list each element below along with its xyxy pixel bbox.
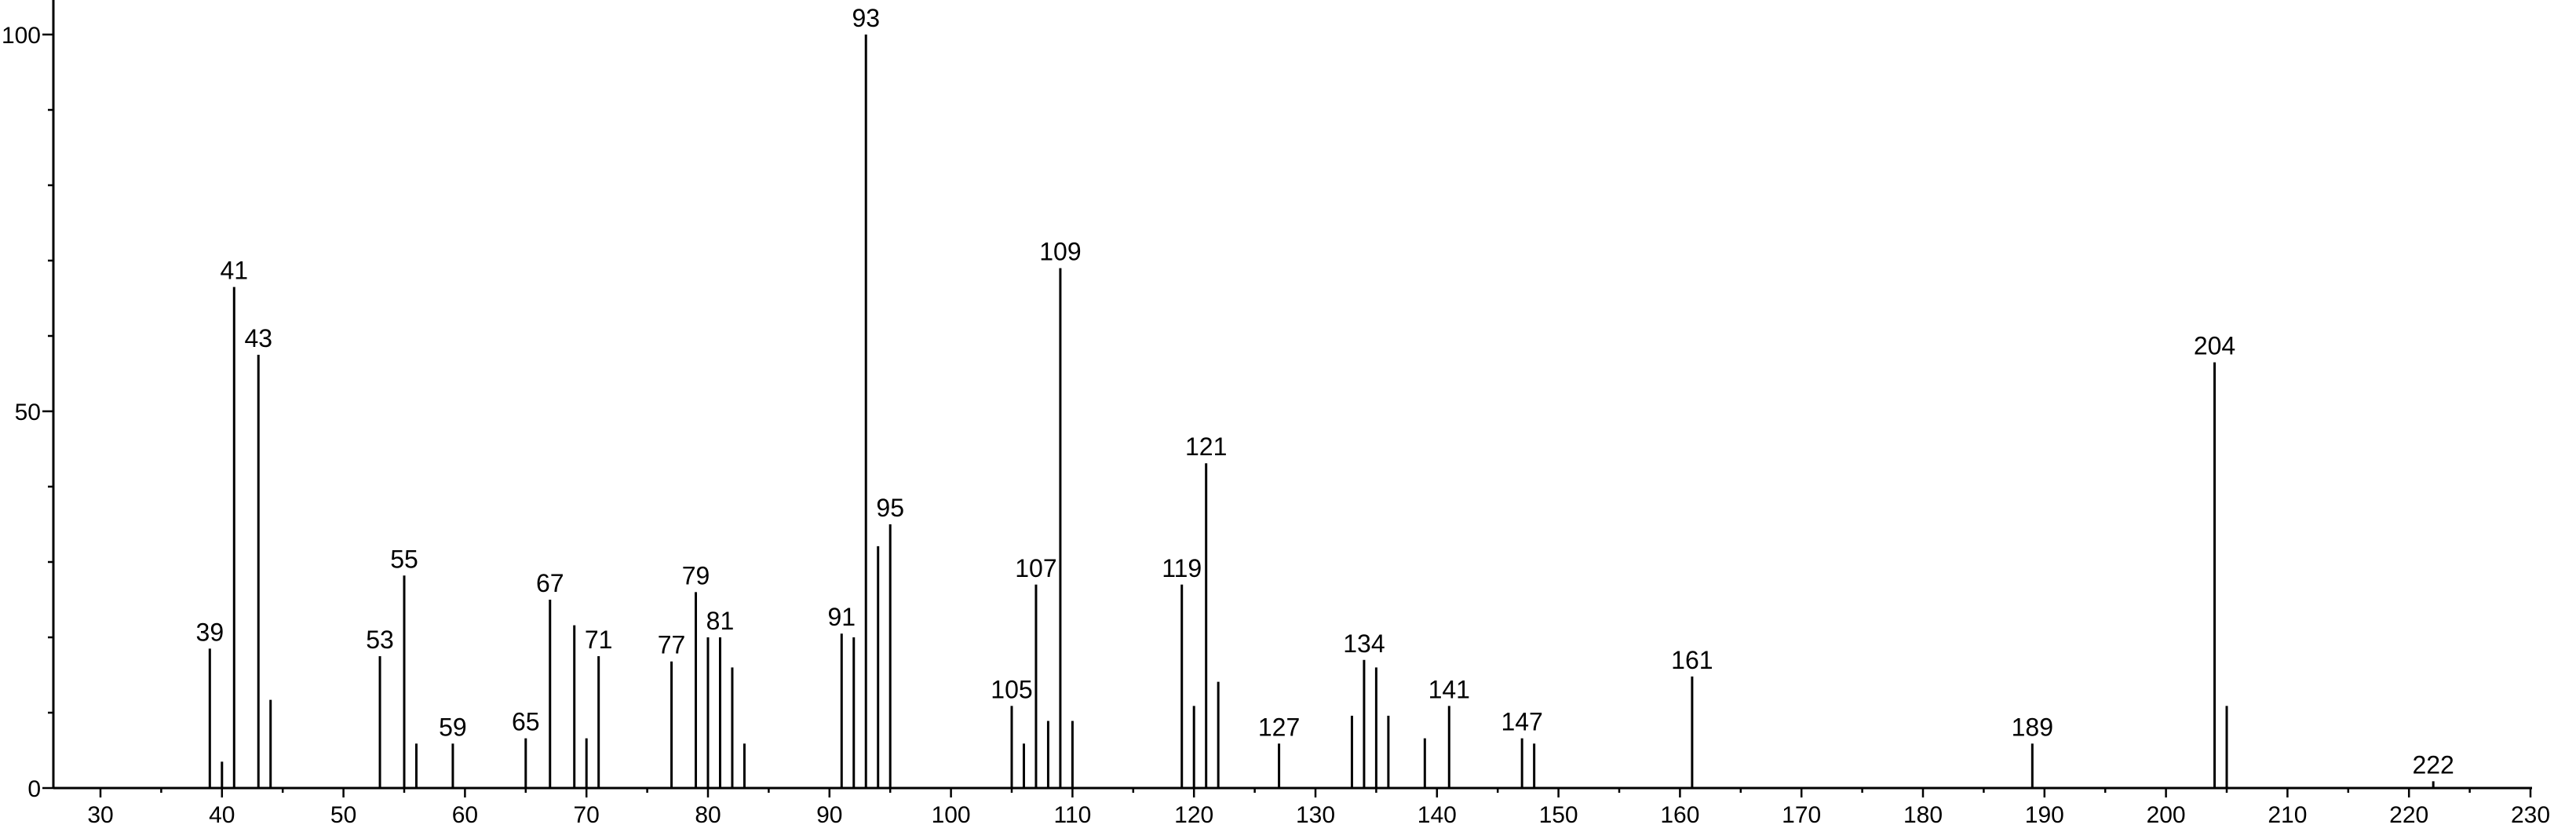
x-tick-label: 30 (87, 802, 113, 828)
peak-label: 59 (439, 713, 467, 741)
peak-label: 147 (1501, 708, 1542, 736)
y-tick-label: 100 (2, 23, 41, 49)
peak-label: 134 (1343, 629, 1385, 658)
x-tick-label: 150 (1539, 802, 1578, 828)
x-tick-label: 180 (1903, 802, 1943, 828)
x-tick-label: 170 (1782, 802, 1821, 828)
peak-label: 81 (706, 607, 735, 635)
peak-label: 222 (2412, 750, 2454, 779)
x-tick-label: 210 (2268, 802, 2307, 828)
peak-label: 119 (1162, 554, 1202, 582)
x-tick-label: 120 (1174, 802, 1213, 828)
peak-label: 79 (682, 561, 710, 589)
peak-label: 41 (220, 257, 248, 285)
y-axis: 0 50 100 (2, 0, 55, 802)
y-tick-label: 0 (27, 776, 41, 802)
x-tick-label: 220 (2389, 802, 2428, 828)
peak-label: 121 (1185, 432, 1227, 461)
peak-label: 77 (658, 631, 686, 659)
peak-label: 161 (1671, 646, 1713, 674)
x-tick-label: 190 (2025, 802, 2064, 828)
peak-label: 53 (366, 626, 394, 654)
peak-label: 39 (196, 618, 224, 646)
x-tick-label: 160 (1660, 802, 1699, 828)
peak-labels: 39 41 43 53 55 59 65 67 71 77 79 81 91 93 95 105 107 109 1… (196, 4, 2454, 779)
peak-label: 127 (1258, 713, 1300, 741)
x-tick-label: 230 (2511, 802, 2550, 828)
x-tick-label: 130 (1296, 802, 1335, 828)
peak-label: 141 (1428, 675, 1470, 703)
x-tick-label: 200 (2147, 802, 2186, 828)
x-axis: 30 40 50 60 70 80 90 100 110 120 130 140 150 160 170 18… (53, 786, 2550, 828)
x-tick-label: 60 (452, 802, 478, 828)
peak-label: 43 (244, 324, 272, 352)
peak-label: 107 (1015, 554, 1056, 582)
peak-label: 105 (991, 675, 1032, 703)
peak-label: 109 (1039, 238, 1081, 266)
x-tick-label: 50 (330, 802, 356, 828)
peak-label: 65 (512, 708, 540, 736)
x-tick-label: 80 (695, 802, 721, 828)
y-tick-label: 50 (15, 400, 41, 425)
x-tick-label: 90 (816, 802, 842, 828)
x-tick-label: 100 (932, 802, 971, 828)
x-tick-label: 110 (1053, 802, 1091, 828)
peak-label: 55 (390, 545, 418, 573)
peak-label: 91 (827, 603, 856, 631)
peak-label: 93 (852, 4, 880, 32)
spectrum-peaks (208, 35, 2435, 788)
peak-label: 189 (2012, 713, 2053, 741)
x-tick-label: 140 (1418, 802, 1457, 828)
peak-label: 67 (536, 569, 564, 597)
peak-label: 95 (876, 494, 904, 522)
x-tick-label: 70 (574, 802, 600, 828)
x-tick-label: 40 (209, 802, 235, 828)
peak-label: 204 (2194, 332, 2235, 360)
peak-label: 71 (585, 626, 613, 654)
